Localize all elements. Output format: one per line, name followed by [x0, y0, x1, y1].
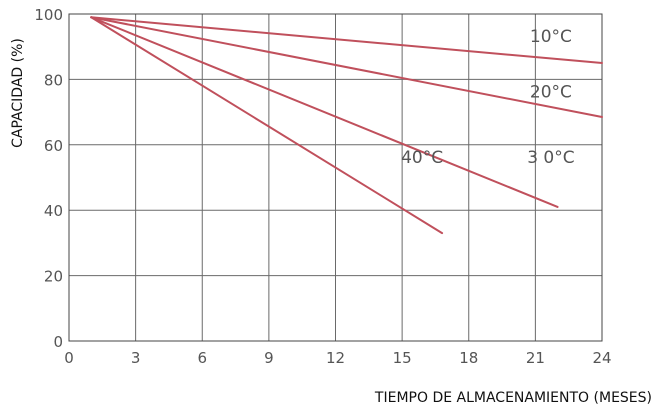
plot-frame: [68, 13, 603, 342]
x-tick-labels: 0 3 6 9 12 15 18 21 24: [64, 349, 611, 367]
series-label-0: 10°C: [530, 27, 572, 47]
y-tick-label: 100: [34, 6, 63, 24]
x-tick-label: 24: [592, 349, 611, 367]
y-tick-label: 60: [44, 137, 63, 155]
x-tick-label: 3: [131, 349, 141, 367]
series-line-0: [90, 16, 603, 65]
series-line-3: [90, 16, 444, 235]
x-tick-label: 15: [393, 349, 412, 367]
grid: [68, 13, 603, 342]
series-lines: [90, 16, 603, 235]
y-tick-label: 80: [44, 71, 63, 89]
series-labels: 10°C 20°C 3 0°C 40°C: [401, 27, 575, 168]
x-tick-label: 0: [64, 349, 74, 367]
x-tick-label: 21: [526, 349, 545, 367]
y-tick-labels: 0 20 40 60 80 100: [34, 6, 63, 351]
y-axis-title: CAPACIDAD (%): [10, 38, 26, 148]
y-tick-label: 40: [44, 202, 63, 220]
series-label-2: 3 0°C: [527, 148, 574, 168]
series-line-2: [90, 16, 559, 208]
x-axis-title: TIEMPO DE ALMACENAMIENTO (MESES): [374, 390, 652, 406]
y-tick-label: 20: [44, 268, 63, 286]
x-tick-label: 9: [264, 349, 274, 367]
x-tick-label: 6: [197, 349, 207, 367]
series-line-1: [90, 16, 603, 119]
x-tick-label: 12: [326, 349, 345, 367]
series-label-1: 20°C: [530, 82, 572, 102]
x-tick-label: 18: [459, 349, 478, 367]
y-tick-label: 0: [53, 333, 63, 351]
series-label-3: 40°C: [401, 148, 443, 168]
